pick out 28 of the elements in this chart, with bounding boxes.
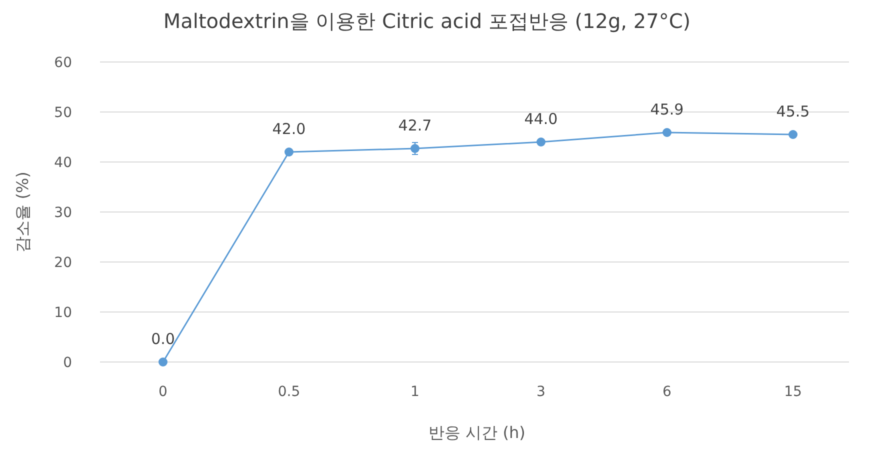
x-axis-title: 반응 시간 (h) xyxy=(428,423,526,442)
y-axis-title: 감소율 (%) xyxy=(13,172,32,252)
point xyxy=(662,128,672,137)
x-tick-label: 0 xyxy=(158,384,168,400)
point xyxy=(158,358,168,366)
x-tick-label: 3 xyxy=(536,384,546,400)
point xyxy=(788,130,798,139)
y-tick-label: 10 xyxy=(54,305,72,321)
x-tick-label: 6 xyxy=(662,384,672,400)
data-label: 44.0 xyxy=(524,110,558,128)
chart-title: Maltodextrin을 이용한 Citric acid 포접반응 (12g, 27°C) xyxy=(163,9,691,33)
y-tick-label: 20 xyxy=(54,255,72,271)
data-label: 45.5 xyxy=(776,102,810,120)
x-tick-label: 15 xyxy=(784,384,802,400)
y-tick-label: 50 xyxy=(54,105,72,121)
y-tick-label: 30 xyxy=(54,205,72,221)
point xyxy=(536,138,546,146)
data-label: 45.9 xyxy=(650,100,684,118)
y-tick-label: 0 xyxy=(63,355,72,371)
y-tick-label: 40 xyxy=(54,155,72,171)
y-tick-label: 60 xyxy=(54,55,72,71)
data-label: 0.0 xyxy=(151,330,175,348)
x-tick-label: 0.5 xyxy=(278,384,300,400)
data-label: 42.0 xyxy=(272,120,306,138)
point xyxy=(284,148,294,156)
data-label: 42.7 xyxy=(398,116,432,134)
point xyxy=(410,144,420,153)
x-tick-label: 1 xyxy=(410,384,420,400)
